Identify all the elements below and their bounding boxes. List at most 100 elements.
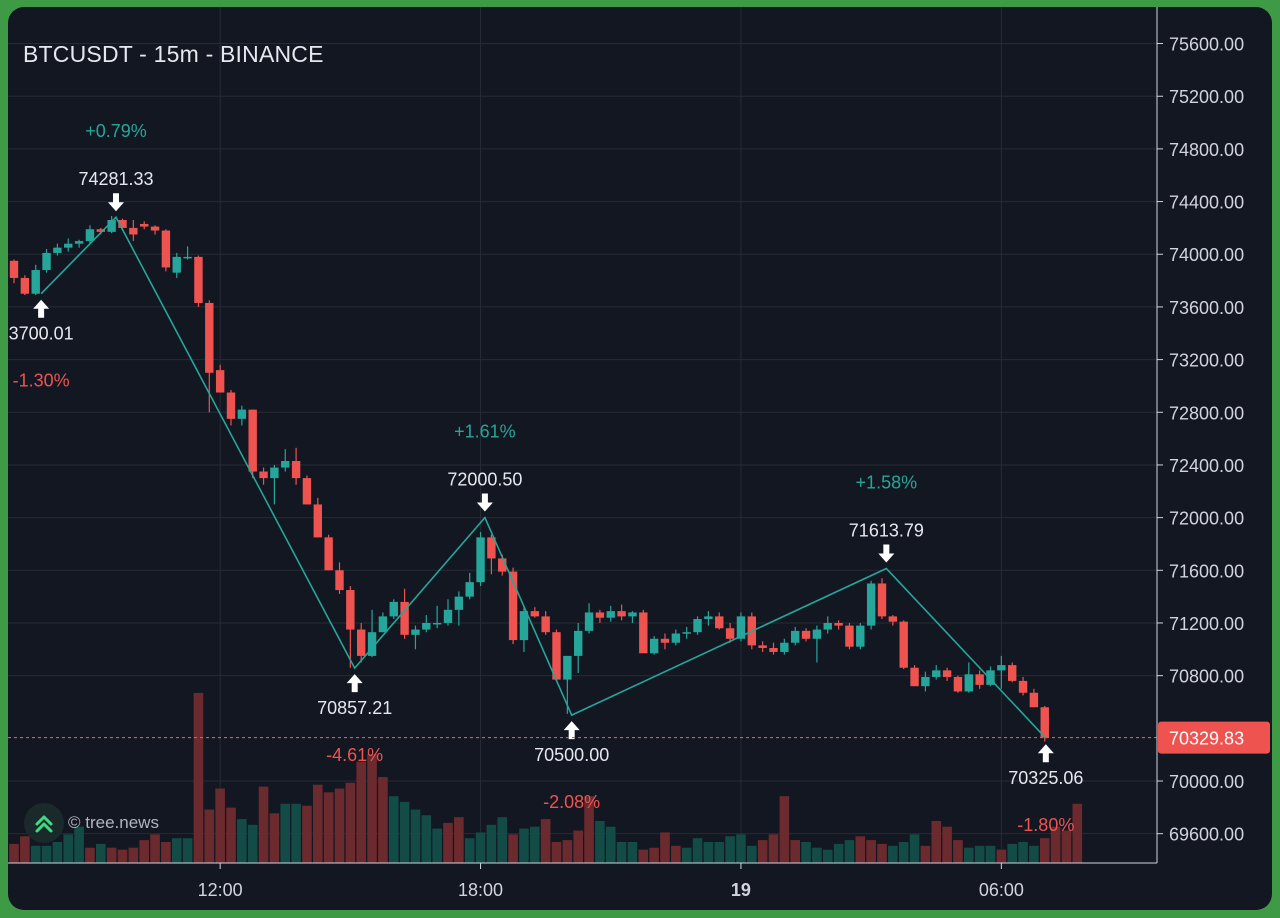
current-price-badge [1158,721,1270,754]
volume-bar [464,838,475,863]
volume-bar [595,820,605,863]
volume-bar [703,841,714,863]
candle-body [780,642,789,652]
candle-body [150,226,160,231]
volume-bar [681,847,692,863]
volume-bar [508,834,518,863]
candle-body [85,229,95,242]
volume-bar [638,849,649,863]
candle-body [834,622,843,626]
candle-body [552,632,561,680]
y-axis-tick-label: 71200.00 [1169,614,1244,634]
volume-bar [1072,803,1083,863]
candle-body [42,252,51,271]
candle-body [215,370,225,393]
candle-body [639,612,648,654]
x-axis-tick-label: 06:00 [979,880,1024,900]
volume-bar [757,840,768,863]
zigzag-percent-label: -2.08% [543,792,600,812]
tree-news-logo-icon [24,803,64,843]
candle-body [975,674,984,685]
volume-bar [475,832,486,863]
candle-body [812,629,822,639]
y-axis-tick-label: 69600.00 [1169,825,1244,845]
candle-body [953,676,963,692]
candle-body [693,619,702,633]
volume-bar [974,845,985,863]
zigzag-price-label: 70857.21 [317,698,392,718]
volume-bar [117,849,128,863]
candle-body [801,630,811,639]
volume-bar [964,847,974,863]
volume-bar [41,845,52,863]
candle-body [248,409,257,472]
candle-body [335,570,344,591]
candle-body [508,571,518,641]
candle-body [259,471,268,479]
candle-body [563,655,572,680]
volume-bar [714,841,725,863]
volume-bar [855,836,866,863]
candle-body [671,633,681,643]
volume-bar [985,845,996,863]
volume-bar [1029,845,1039,863]
volume-bar [150,834,160,863]
candle-body [823,622,832,630]
candle-body [324,537,333,571]
candle-body [584,612,594,631]
candle-body [205,302,214,373]
volume-bar [1050,826,1061,863]
candle-body [270,467,279,479]
volume-bar [562,840,573,863]
candle-body [183,256,192,259]
chart-svg[interactable]: 3700.01 -1.30% 74281.33 +0.79% 70857.21 -4.61… [8,7,1272,910]
zigzag-low-arrow-icon [33,299,50,318]
candle-body [476,537,485,583]
chart-panel: 3700.01 -1.30% 74281.33 +0.79% 70857.21 -4.61… [8,7,1272,910]
y-axis-tick-label: 75200.00 [1169,87,1244,107]
volume-bar [844,840,855,863]
candle-body [389,601,398,617]
candle-body [161,230,171,268]
candle-body [769,647,778,652]
candle-body [595,612,605,618]
candle-body [758,645,767,648]
volume-bar [302,805,312,863]
volume-bar [801,841,811,863]
volume-bar [725,836,735,863]
volume-bar [573,830,583,863]
volume-bar [1039,838,1050,863]
volume-bar [497,817,508,863]
y-axis-tick-label: 74400.00 [1169,193,1244,213]
candle-body [118,220,127,228]
x-axis-tick-label: 18:00 [458,880,503,900]
candle-body [704,616,713,620]
candle-body [888,616,898,622]
candle-body [628,612,637,617]
zigzag-percent-label: -1.80% [1017,815,1074,835]
candle-body [921,676,930,687]
candle-body [74,241,84,244]
volume-bar [96,843,106,863]
candle-body [606,611,615,618]
volume-bar [399,801,410,863]
y-axis-tick-label: 72400.00 [1169,456,1244,476]
candle-body [997,665,1006,671]
candle-body [932,670,941,677]
candle-body [649,638,659,654]
candle-body [530,611,539,617]
chart-title: BTCUSDT - 15m - BINANCE [23,41,324,67]
volume-bar [204,809,215,863]
candle-body [367,632,377,656]
volume-bar [161,841,171,863]
zigzag-percent-label: -4.61% [326,745,383,765]
candle-body [791,630,800,643]
candle-body [877,583,887,617]
zigzag-price-label: 71613.79 [849,520,924,540]
volume-bar [215,788,225,863]
volume-bar [627,841,638,863]
volume-bar [171,838,182,863]
candle-body [96,229,105,232]
candle-body [443,609,453,623]
zigzag-low-arrow-icon [1037,744,1054,763]
